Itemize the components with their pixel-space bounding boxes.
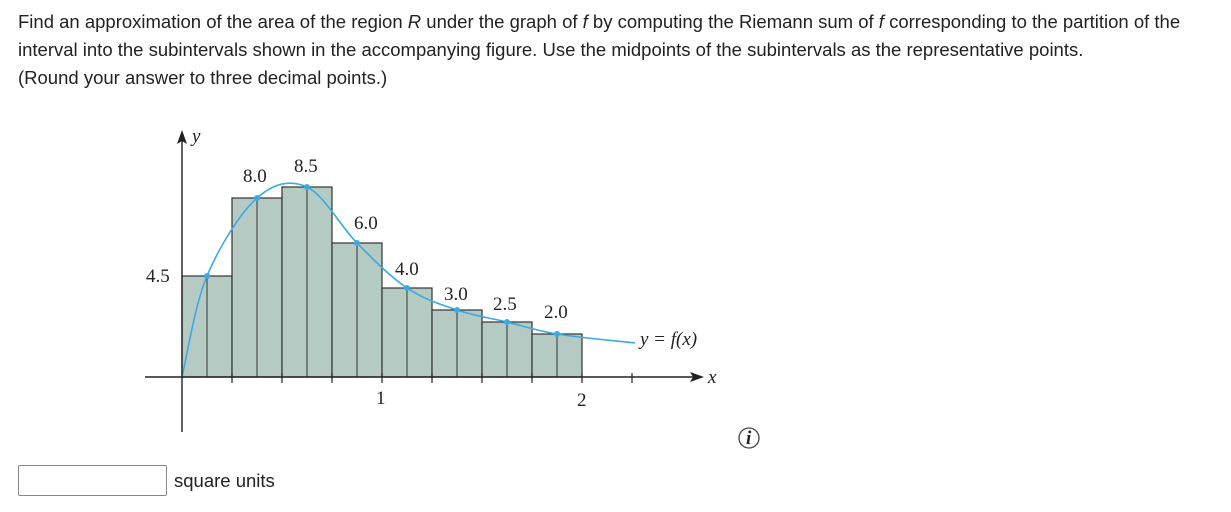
height-label: 3.0	[444, 284, 468, 305]
variable: f	[878, 11, 884, 32]
question-text: by computing the Riemann sum of	[587, 11, 879, 32]
x-tick-label: 2	[577, 390, 587, 411]
y-arrow	[177, 130, 187, 144]
y-axis-label: y	[190, 126, 201, 147]
height-labels: 4.5 8.0 8.5 6.0 4.0 3.0 2.5 2.0	[146, 156, 568, 323]
x-tick-label: 1	[376, 388, 386, 409]
midpoint-dot	[304, 184, 310, 190]
variable: f	[582, 11, 588, 32]
curve-label: y = f(x)	[638, 329, 697, 350]
answer-unit: square units	[174, 470, 275, 491]
info-icon-glyph: i	[746, 428, 752, 449]
question-text: corresponding to the partition of the in…	[18, 11, 1181, 60]
midpoint-dot	[554, 331, 560, 337]
ticks	[231, 373, 633, 383]
question: Find an approximation of the area of the…	[18, 8, 1223, 92]
height-label: 2.0	[544, 302, 568, 323]
height-label: 4.5	[146, 266, 170, 287]
midpoint-dot	[504, 319, 510, 325]
curve	[181, 182, 636, 378]
info-icon[interactable]	[738, 427, 760, 449]
height-label: 8.5	[294, 156, 318, 177]
midpoints	[204, 184, 560, 337]
x-arrow	[690, 372, 704, 382]
answer-input[interactable]	[18, 465, 167, 496]
midpoint-dot	[254, 195, 260, 201]
height-label: 6.0	[354, 213, 378, 234]
riemann-rectangles	[181, 186, 583, 378]
height-label: 2.5	[493, 294, 517, 315]
variable: R	[407, 11, 422, 32]
question-note: (Round your answer to three decimal poin…	[18, 67, 388, 88]
midpoint-dot	[454, 307, 460, 313]
height-label: 4.0	[395, 259, 419, 280]
midpoint-dot	[354, 240, 360, 246]
question-text: under the graph of	[421, 11, 583, 32]
midpoint-dot	[204, 273, 210, 279]
height-label: 8.0	[243, 166, 267, 187]
question-text: Find an approximation of the area of the…	[18, 11, 408, 32]
midpoint-dot	[404, 285, 410, 291]
x-axis-label: x	[707, 367, 717, 388]
